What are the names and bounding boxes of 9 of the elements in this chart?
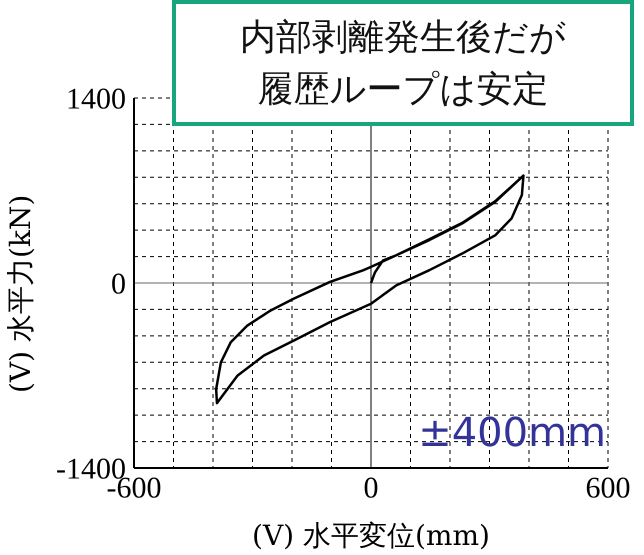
y-tick-label: 0 <box>111 268 126 301</box>
x-tick-label: 0 <box>364 471 378 504</box>
callout-box: 内部剥離発生後だが履歴ループは安定 <box>172 0 634 126</box>
annotation: 内部剥離発生後だが履歴ループは安定 <box>239 16 567 112</box>
y-tick-label: 1400 <box>66 82 126 116</box>
x-tick-label: 600 <box>586 471 630 504</box>
x-axis-title: (V) 水平変位(mm) <box>252 519 490 552</box>
annotation: ±400mm <box>417 410 606 456</box>
y-axis-title: (V) 水平力(kN) <box>4 194 37 393</box>
